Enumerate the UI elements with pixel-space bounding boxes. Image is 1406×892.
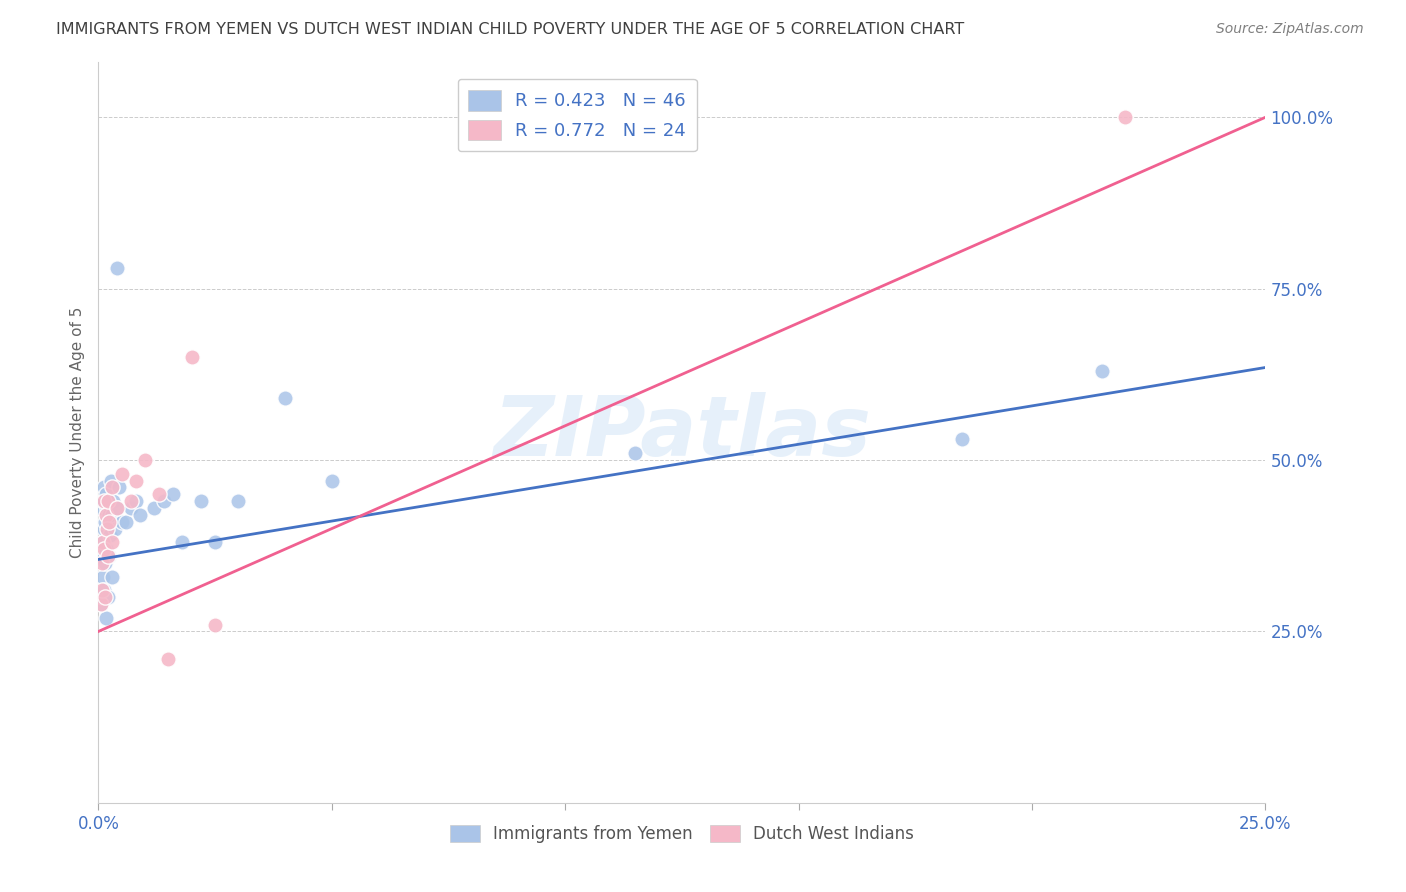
Point xyxy=(120,501,142,516)
Point xyxy=(190,494,212,508)
Point xyxy=(101,480,124,494)
Point xyxy=(105,501,128,516)
Point xyxy=(103,494,125,508)
Point xyxy=(97,494,120,508)
Point xyxy=(96,542,118,557)
Point xyxy=(94,515,117,529)
Point xyxy=(228,494,250,508)
Point xyxy=(90,501,112,516)
Point xyxy=(94,590,117,604)
Point xyxy=(91,569,114,583)
Point xyxy=(115,515,138,529)
Point xyxy=(97,590,120,604)
Point xyxy=(1091,364,1114,378)
Point xyxy=(157,652,180,666)
Point xyxy=(204,535,226,549)
Point xyxy=(104,522,127,536)
Point xyxy=(172,535,194,549)
Point xyxy=(96,522,118,536)
Point xyxy=(91,494,114,508)
Point xyxy=(91,535,114,549)
Point xyxy=(105,501,128,516)
Point xyxy=(94,610,117,624)
Point xyxy=(100,474,122,488)
Point xyxy=(321,474,343,488)
Legend: Immigrants from Yemen, Dutch West Indians: Immigrants from Yemen, Dutch West Indian… xyxy=(443,819,921,850)
Point xyxy=(111,515,134,529)
Point xyxy=(97,549,120,563)
Point xyxy=(180,350,202,364)
Text: ZIPatlas: ZIPatlas xyxy=(494,392,870,473)
Point xyxy=(91,583,114,598)
Point xyxy=(148,487,170,501)
Point xyxy=(101,569,124,583)
Point xyxy=(101,508,124,522)
Point xyxy=(91,590,114,604)
Point xyxy=(274,392,297,406)
Point xyxy=(624,446,647,460)
Point xyxy=(90,556,112,570)
Point xyxy=(125,494,148,508)
Point xyxy=(162,487,184,501)
Point xyxy=(129,508,152,522)
Point xyxy=(152,494,174,508)
Point xyxy=(950,433,973,447)
Point xyxy=(108,480,131,494)
Point xyxy=(204,617,226,632)
Point xyxy=(98,528,121,542)
Point xyxy=(111,467,134,481)
Point xyxy=(101,535,124,549)
Point xyxy=(94,487,117,501)
Point xyxy=(91,535,114,549)
Point xyxy=(93,522,115,536)
Y-axis label: Child Poverty Under the Age of 5: Child Poverty Under the Age of 5 xyxy=(69,307,84,558)
Point xyxy=(125,474,148,488)
Point xyxy=(94,556,117,570)
Point xyxy=(134,453,156,467)
Point xyxy=(97,494,120,508)
Point xyxy=(98,508,121,522)
Point xyxy=(97,515,120,529)
Text: Source: ZipAtlas.com: Source: ZipAtlas.com xyxy=(1216,22,1364,37)
Point xyxy=(105,261,128,276)
Point xyxy=(93,583,115,598)
Point xyxy=(120,494,142,508)
Point xyxy=(94,508,117,522)
Point xyxy=(96,501,118,516)
Point xyxy=(143,501,166,516)
Point xyxy=(97,549,120,563)
Text: IMMIGRANTS FROM YEMEN VS DUTCH WEST INDIAN CHILD POVERTY UNDER THE AGE OF 5 CORR: IMMIGRANTS FROM YEMEN VS DUTCH WEST INDI… xyxy=(56,22,965,37)
Point xyxy=(90,597,112,611)
Point xyxy=(1114,110,1136,124)
Point xyxy=(93,480,115,494)
Point xyxy=(93,542,115,557)
Point xyxy=(93,494,115,508)
Point xyxy=(90,597,112,611)
Point xyxy=(90,549,112,563)
